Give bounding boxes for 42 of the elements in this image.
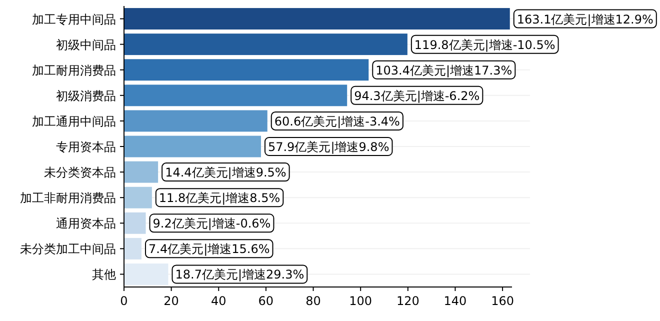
- bar: [124, 212, 146, 234]
- bar: [124, 161, 158, 183]
- data-label: 119.8亿美元|增速-10.5%: [414, 38, 556, 52]
- data-label: 94.3亿美元|增速-6.2%: [354, 88, 480, 103]
- bar: [124, 110, 268, 132]
- data-label: 9.2亿美元|增速-0.6%: [152, 216, 271, 231]
- data-label: 60.6亿美元|增速-3.4%: [274, 114, 400, 128]
- y-tick-label: 加工耐用消费品: [32, 63, 116, 78]
- data-label: 11.8亿美元|增速8.5%: [158, 191, 280, 206]
- bar: [124, 264, 168, 285]
- y-tick-label: 未分类加工中间品: [20, 242, 116, 256]
- data-label: 7.4亿美元|增速15.6%: [148, 242, 270, 256]
- y-tick-label: 通用资本品: [56, 216, 116, 231]
- x-tick-label: 160: [491, 294, 514, 308]
- bar: [124, 59, 369, 81]
- bar: [124, 136, 261, 158]
- x-tick-label: 100: [349, 294, 372, 308]
- data-label: 18.7亿美元|增速29.3%: [175, 268, 304, 282]
- bar: [124, 238, 142, 260]
- x-tick-label: 0: [120, 294, 128, 308]
- bar: [124, 8, 510, 30]
- y-tick-label: 初级消费品: [56, 88, 116, 103]
- data-label: 57.9亿美元|增速9.8%: [268, 140, 390, 154]
- data-label: 14.4亿美元|增速9.5%: [165, 166, 286, 180]
- x-tick-label: 120: [396, 294, 420, 308]
- x-tick-label: 40: [210, 294, 226, 308]
- x-tick-label: 20: [164, 294, 179, 308]
- bar: [124, 84, 348, 106]
- x-tick-label: 140: [444, 294, 467, 308]
- y-tick-label: 其他: [92, 268, 116, 282]
- bar: [124, 186, 152, 208]
- x-tick-label: 60: [258, 294, 274, 308]
- data-label: 103.4亿美元|增速17.3%: [376, 63, 512, 78]
- y-tick-label: 加工通用中间品: [32, 114, 116, 128]
- bar: [124, 34, 408, 56]
- y-tick-label: 未分类资本品: [44, 166, 116, 180]
- y-tick-label: 加工专用中间品: [32, 12, 116, 26]
- y-tick-label: 专用资本品: [56, 140, 116, 154]
- y-tick-label: 加工非耐用消费品: [20, 191, 116, 206]
- x-tick-label: 80: [306, 294, 321, 308]
- y-tick-label: 初级中间品: [56, 38, 116, 52]
- data-label: 163.1亿美元|增速12.9%: [516, 12, 654, 26]
